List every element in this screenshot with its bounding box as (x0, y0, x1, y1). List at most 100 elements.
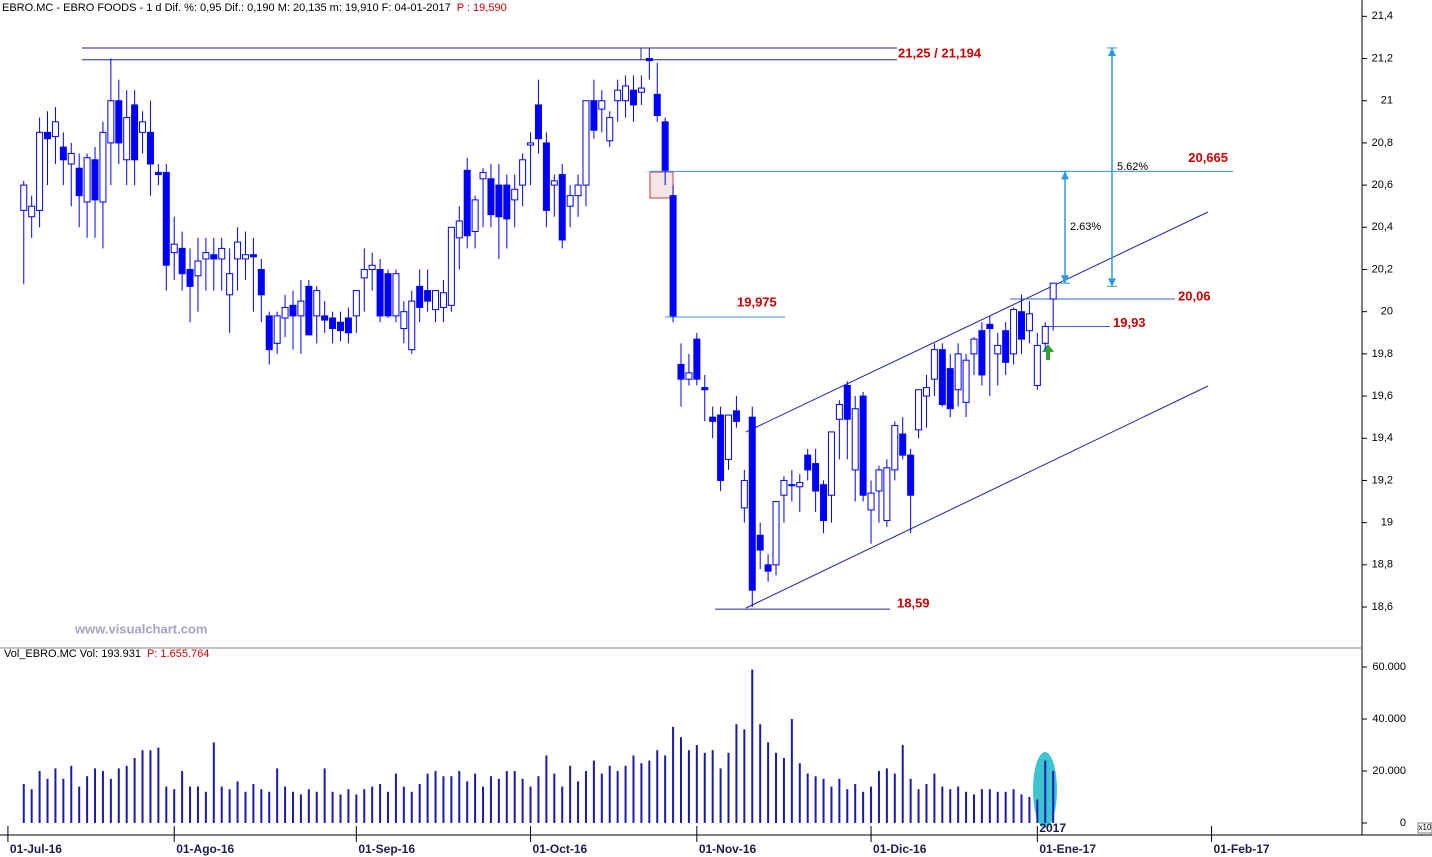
volume-bar (624, 765, 627, 823)
y-tick-label: 18,8 (1372, 559, 1393, 571)
volume-subtitle: P: 1.655.764 (147, 648, 209, 660)
volume-bar (672, 726, 675, 823)
candle-body (534, 104, 542, 140)
candle-body (1049, 282, 1057, 300)
candle-body (582, 100, 590, 186)
volume-bar (608, 765, 611, 823)
candle-body (36, 131, 44, 211)
y-tick-label: 19,2 (1372, 474, 1393, 486)
volume-bar (450, 776, 453, 823)
volume-bar (870, 786, 873, 823)
volume-bar (687, 750, 690, 823)
volume-bar (584, 770, 587, 823)
volume-bar (616, 770, 619, 823)
volume-bar (505, 770, 508, 823)
volume-bar (379, 783, 382, 823)
candle-body (875, 469, 883, 492)
x-tick-label: 01-Sep-16 (358, 842, 415, 856)
volume-bar (482, 786, 485, 823)
volume-bar (181, 770, 184, 823)
y-tick-label: 20,8 (1372, 137, 1393, 149)
volume-bar (402, 786, 405, 823)
volume-bar (276, 768, 279, 823)
candle-body (732, 410, 740, 422)
volume-bar (94, 768, 97, 823)
candle-body (241, 254, 249, 260)
candle-body (954, 353, 962, 391)
candle-body (495, 184, 503, 218)
volume-bar (988, 789, 991, 823)
volume-bar (790, 719, 793, 823)
volume-bar (759, 724, 762, 823)
volume-bar (299, 794, 302, 823)
candle-body (257, 268, 265, 296)
candle-body (1033, 344, 1041, 387)
candle-body (566, 195, 574, 207)
candle-body (574, 184, 582, 197)
volume-bar (133, 757, 136, 823)
x-tick-label: 01-Dic-16 (873, 842, 927, 856)
volume-bar (727, 752, 730, 823)
candle-body (439, 292, 447, 308)
x-tick-label: 01-Jul-16 (10, 842, 62, 856)
volume-bar (521, 778, 524, 823)
volume-bar (442, 776, 445, 823)
candle-body (83, 157, 91, 203)
candle-body (550, 180, 558, 186)
candle-body (305, 285, 313, 336)
volume-bar (228, 789, 231, 823)
candle-body (226, 273, 234, 296)
volume-bar (640, 763, 643, 823)
volume-bar (466, 781, 469, 823)
year-label: 2017 (1039, 821, 1066, 835)
candle-body (1010, 309, 1018, 355)
level-label: 19,975 (737, 294, 777, 309)
candle-body (740, 479, 748, 509)
candle-body (463, 169, 471, 237)
volume-bar (996, 791, 999, 823)
y-tick-label: 19,6 (1372, 390, 1393, 402)
percent-label: 5.62% (1117, 161, 1148, 173)
volume-bar (1012, 789, 1015, 823)
candle-body (400, 311, 408, 330)
volume-bar (70, 765, 73, 823)
volume-bar (680, 737, 682, 823)
volume-bar (78, 786, 81, 823)
volume-bar (339, 794, 342, 823)
volume-bar (157, 747, 160, 823)
candle-body (178, 247, 186, 275)
candle-body (154, 171, 162, 176)
candle-body (598, 100, 606, 110)
candle-body (297, 300, 305, 317)
candle-body (99, 131, 107, 203)
volume-bar (489, 776, 492, 823)
volume-bar (54, 768, 57, 823)
volume-bar (474, 773, 477, 823)
candle-body (249, 254, 257, 258)
volume-bar (426, 773, 429, 823)
candle-body (344, 317, 352, 334)
volume-bar (244, 791, 247, 823)
volume-bar (719, 768, 722, 823)
volume-bar (711, 750, 714, 823)
volume-bar (212, 742, 215, 823)
candle-body (186, 268, 194, 287)
candle-body (527, 142, 535, 146)
candle-body (360, 268, 368, 279)
candle-body (511, 188, 519, 201)
candle-body (123, 117, 131, 161)
volume-bar (656, 750, 659, 823)
header-box (0, 0, 506, 15)
volume-bar (949, 789, 952, 823)
candle-body (780, 479, 788, 496)
y-tick-label: 19,4 (1372, 432, 1393, 444)
candle-body (606, 117, 614, 142)
volume-bar (347, 789, 350, 823)
volume-bar (434, 770, 437, 823)
volume-bar (62, 778, 65, 823)
volume-bar (291, 791, 294, 823)
volume-bar (371, 786, 374, 823)
candle-body (265, 315, 273, 351)
candle-body (479, 171, 487, 180)
volume-bar (743, 729, 746, 823)
